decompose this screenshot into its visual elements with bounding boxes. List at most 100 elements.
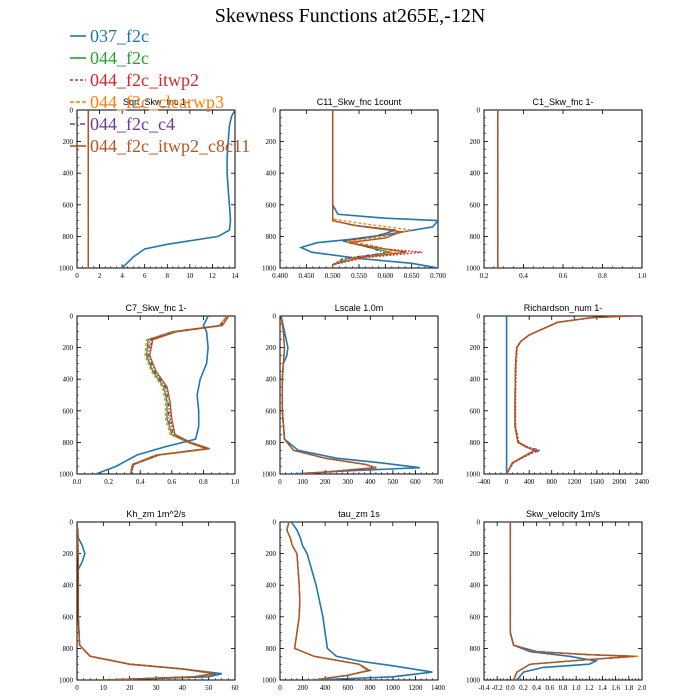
y-tick-label: 200 [63,550,74,558]
x-tick-label: 8 [166,272,170,280]
x-tick-label: 12 [209,272,217,280]
x-tick-label: 1.8 [624,684,633,692]
y-tick-label: 600 [266,407,277,415]
x-tick-label: 0 [278,478,282,486]
y-tick-label: 800 [63,439,74,447]
y-tick-label: 400 [470,170,481,178]
series-group [505,316,637,474]
y-tick-label: 200 [63,138,74,146]
x-tick-label: 0.0 [506,684,515,692]
panel-title: Kh_zm 1m^2/s [126,509,186,519]
plot-frame [483,109,643,269]
series-line-044_f2c_clearwp3 [77,522,217,680]
x-tick-label: 1000 [386,684,401,692]
y-tick-label: 600 [470,201,481,209]
y-tick-label: 0 [477,313,481,321]
y-tick-label: 400 [266,170,277,178]
series-line-044_f2c_clearwp3 [506,316,631,474]
panel-title: C7_Skw_fnc 1- [125,303,186,313]
series-line-044_f2c [332,110,397,268]
y-tick-label: 200 [470,550,481,558]
y-tick-label: 600 [470,613,481,621]
series-line-044_f2c_clearwp3 [130,316,228,474]
panel-title: tau_zm 1s [338,509,380,519]
series-line-037_f2c [95,316,209,474]
x-tick-label: 600 [410,478,421,486]
y-tick-label: 800 [470,439,481,447]
x-tick-label: 0.450 [298,272,314,280]
x-tick-label: 400 [320,684,331,692]
y-tick-label: 200 [266,138,277,146]
y-tick-label: 600 [470,407,481,415]
series-line-044_f2c_c4 [77,522,217,680]
y-tick-label: 0 [70,313,74,321]
x-tick-label: 200 [320,478,331,486]
series-group [87,110,235,268]
series-line-037_f2c [77,522,222,680]
x-tick-label: 1200 [567,478,582,486]
x-tick-label: 0.6 [559,272,568,280]
x-tick-label: 6 [143,272,147,280]
x-tick-label: 0.2 [519,684,528,692]
series-line-044_f2c_itwp2 [332,110,423,268]
y-tick-label: 0 [70,519,74,527]
y-tick-label: 800 [470,233,481,241]
y-tick-label: 1000 [262,677,277,685]
series-line-044_f2c_itwp2_c8c11 [332,110,407,268]
y-tick-label: 200 [266,344,277,352]
x-tick-label: 800 [365,684,376,692]
legend: 037_f2c044_f2c044_f2c_itwp2044_f2c_clear… [70,26,250,156]
x-tick-label: 1.0 [231,478,240,486]
series-group [95,316,230,474]
series-line-037_f2c [298,110,438,268]
panel-2: C11_Skw_fnc 1count 0.400 0.450 0.500 0.550 0.… [262,97,446,280]
y-tick-label: 400 [63,582,74,590]
y-tick-label: 800 [266,439,277,447]
x-tick-label: 1600 [590,478,605,486]
x-tick-label: 10 [186,272,194,280]
figure-title: Skewness Functions at265E,-12N [215,5,486,27]
plot-frame [76,315,236,475]
y-tick-label: 400 [266,582,277,590]
y-tick-label: 600 [266,201,277,209]
series-line-044_f2c_itwp2 [77,522,214,680]
x-tick-label: 1.2 [585,684,594,692]
series-line-037_f2c [509,522,599,680]
y-tick-label: 200 [266,550,277,558]
panel-title: Skw_velocity 1m/s [526,509,601,519]
series-line-044_f2c_itwp2_c8c11 [286,522,370,680]
y-tick-label: 0 [70,107,74,115]
legend-label: 044_f2c_itwp2_c8c11 [90,136,250,156]
y-tick-label: 1000 [59,471,74,479]
x-tick-label: 14 [232,272,240,280]
series-line-037_f2c [290,522,433,680]
panel-4: C7_Skw_fnc 1- 0.0 0.2 0.4 0.6 0.8 1.0 0 200 400 60… [59,303,240,486]
x-tick-label: -0.4 [478,684,490,692]
y-tick-label: 400 [470,582,481,590]
y-tick-label: 1000 [466,471,481,479]
x-tick-label: -400 [478,478,491,486]
legend-label: 044_f2c_itwp2 [90,70,199,90]
y-tick-label: 400 [63,376,74,384]
x-tick-label: 300 [342,478,353,486]
panel-7: Kh_zm 1m^2/s0 10 20 30 40 50 60020040060080010… [59,509,239,692]
series-line-044_f2c_itwp2_c8c11 [77,522,214,680]
panel-title: Richardson_num 1- [524,303,603,313]
x-tick-label: 0.6 [545,684,554,692]
x-tick-label: 700 [433,478,444,486]
x-tick-label: 100 [297,478,308,486]
series-group [280,316,420,474]
x-tick-label: 0 [75,684,79,692]
panel-title: C1_Skw_fnc 1- [532,97,593,107]
y-tick-label: 1000 [466,265,481,273]
y-tick-label: 0 [477,107,481,115]
y-tick-label: 600 [63,201,74,209]
x-tick-label: 0.600 [377,272,393,280]
x-tick-label: 0.2 [104,478,113,486]
x-tick-label: 1200 [408,684,423,692]
series-line-044_f2c [77,522,217,680]
x-tick-label: 20 [126,684,134,692]
legend-label: 037_f2c [90,26,149,46]
x-tick-label: 0.6 [167,478,176,486]
